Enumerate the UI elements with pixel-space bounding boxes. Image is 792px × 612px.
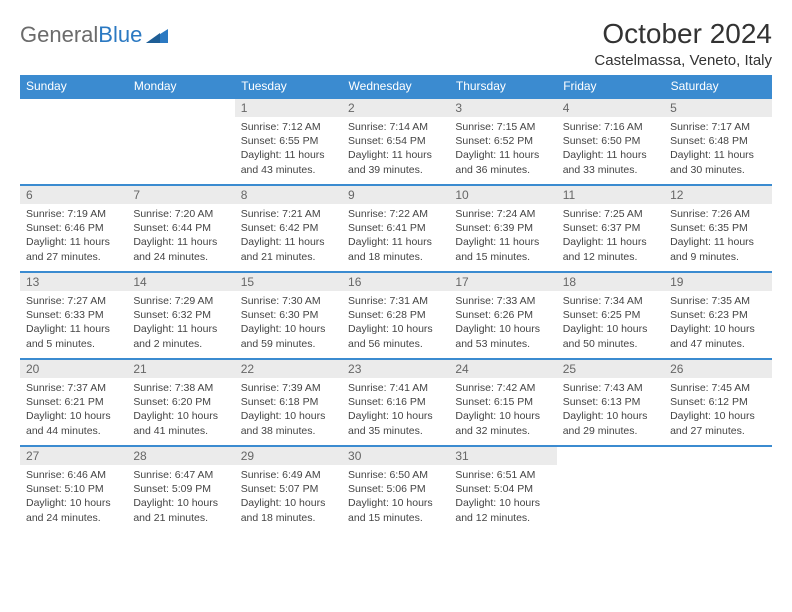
week-data-row: Sunrise: 7:19 AMSunset: 6:46 PMDaylight:… (20, 204, 772, 272)
day-header-row: SundayMondayTuesdayWednesdayThursdayFrid… (20, 75, 772, 98)
week-data-row: Sunrise: 6:46 AMSunset: 5:10 PMDaylight:… (20, 465, 772, 533)
week-number-row: 12345 (20, 98, 772, 117)
week-data-row: Sunrise: 7:37 AMSunset: 6:21 PMDaylight:… (20, 378, 772, 446)
day-number: 2 (342, 98, 449, 117)
day-number (127, 98, 234, 117)
day-number: 6 (20, 185, 127, 204)
day-cell: Sunrise: 7:15 AMSunset: 6:52 PMDaylight:… (449, 117, 556, 185)
day-cell: Sunrise: 7:45 AMSunset: 6:12 PMDaylight:… (664, 378, 771, 446)
day-number: 24 (449, 359, 556, 378)
day-cell: Sunrise: 7:30 AMSunset: 6:30 PMDaylight:… (235, 291, 342, 359)
week-number-row: 20212223242526 (20, 359, 772, 378)
day-number: 27 (20, 446, 127, 465)
day-number: 31 (449, 446, 556, 465)
day-cell: Sunrise: 7:17 AMSunset: 6:48 PMDaylight:… (664, 117, 771, 185)
day-cell: Sunrise: 7:24 AMSunset: 6:39 PMDaylight:… (449, 204, 556, 272)
day-number: 19 (664, 272, 771, 291)
calendar-page: GeneralBlue October 2024 Castelmassa, Ve… (0, 0, 792, 551)
day-number: 14 (127, 272, 234, 291)
day-cell: Sunrise: 7:37 AMSunset: 6:21 PMDaylight:… (20, 378, 127, 446)
day-number: 26 (664, 359, 771, 378)
day-cell: Sunrise: 7:38 AMSunset: 6:20 PMDaylight:… (127, 378, 234, 446)
day-header: Monday (127, 75, 234, 98)
day-number: 16 (342, 272, 449, 291)
week-data-row: Sunrise: 7:27 AMSunset: 6:33 PMDaylight:… (20, 291, 772, 359)
day-number: 22 (235, 359, 342, 378)
day-cell: Sunrise: 7:31 AMSunset: 6:28 PMDaylight:… (342, 291, 449, 359)
day-number: 8 (235, 185, 342, 204)
day-header: Friday (557, 75, 664, 98)
week-number-row: 6789101112 (20, 185, 772, 204)
day-cell: Sunrise: 7:21 AMSunset: 6:42 PMDaylight:… (235, 204, 342, 272)
day-number: 30 (342, 446, 449, 465)
logo-text-blue: Blue (98, 22, 142, 48)
day-number: 18 (557, 272, 664, 291)
day-number: 29 (235, 446, 342, 465)
day-number: 5 (664, 98, 771, 117)
day-cell: Sunrise: 7:41 AMSunset: 6:16 PMDaylight:… (342, 378, 449, 446)
day-header: Tuesday (235, 75, 342, 98)
logo-triangle-icon (146, 27, 168, 43)
day-cell: Sunrise: 7:25 AMSunset: 6:37 PMDaylight:… (557, 204, 664, 272)
calendar-body: 12345Sunrise: 7:12 AMSunset: 6:55 PMDayl… (20, 98, 772, 533)
day-number: 10 (449, 185, 556, 204)
day-header: Sunday (20, 75, 127, 98)
day-number: 3 (449, 98, 556, 117)
day-number: 28 (127, 446, 234, 465)
day-cell: Sunrise: 7:16 AMSunset: 6:50 PMDaylight:… (557, 117, 664, 185)
day-number: 9 (342, 185, 449, 204)
day-number: 12 (664, 185, 771, 204)
day-cell (127, 117, 234, 185)
header: GeneralBlue October 2024 Castelmassa, Ve… (20, 18, 772, 69)
day-header: Thursday (449, 75, 556, 98)
week-data-row: Sunrise: 7:12 AMSunset: 6:55 PMDaylight:… (20, 117, 772, 185)
week-number-row: 2728293031 (20, 446, 772, 465)
day-cell (20, 117, 127, 185)
day-cell: Sunrise: 7:12 AMSunset: 6:55 PMDaylight:… (235, 117, 342, 185)
day-number: 11 (557, 185, 664, 204)
day-cell: Sunrise: 7:35 AMSunset: 6:23 PMDaylight:… (664, 291, 771, 359)
day-cell: Sunrise: 7:39 AMSunset: 6:18 PMDaylight:… (235, 378, 342, 446)
day-cell: Sunrise: 7:22 AMSunset: 6:41 PMDaylight:… (342, 204, 449, 272)
day-number: 7 (127, 185, 234, 204)
day-cell: Sunrise: 7:26 AMSunset: 6:35 PMDaylight:… (664, 204, 771, 272)
day-header: Saturday (664, 75, 771, 98)
day-cell: Sunrise: 6:51 AMSunset: 5:04 PMDaylight:… (449, 465, 556, 533)
location-subtitle: Castelmassa, Veneto, Italy (594, 52, 772, 69)
title-block: October 2024 Castelmassa, Veneto, Italy (594, 18, 772, 69)
day-cell (664, 465, 771, 533)
day-number (20, 98, 127, 117)
page-title: October 2024 (594, 18, 772, 50)
day-cell: Sunrise: 7:43 AMSunset: 6:13 PMDaylight:… (557, 378, 664, 446)
day-number: 15 (235, 272, 342, 291)
day-header: Wednesday (342, 75, 449, 98)
day-number: 13 (20, 272, 127, 291)
day-cell: Sunrise: 6:49 AMSunset: 5:07 PMDaylight:… (235, 465, 342, 533)
day-cell: Sunrise: 6:47 AMSunset: 5:09 PMDaylight:… (127, 465, 234, 533)
day-cell: Sunrise: 7:29 AMSunset: 6:32 PMDaylight:… (127, 291, 234, 359)
day-cell: Sunrise: 7:14 AMSunset: 6:54 PMDaylight:… (342, 117, 449, 185)
day-cell (557, 465, 664, 533)
day-number: 20 (20, 359, 127, 378)
day-cell: Sunrise: 6:46 AMSunset: 5:10 PMDaylight:… (20, 465, 127, 533)
week-number-row: 13141516171819 (20, 272, 772, 291)
logo: GeneralBlue (20, 18, 168, 48)
day-number: 25 (557, 359, 664, 378)
day-cell: Sunrise: 7:34 AMSunset: 6:25 PMDaylight:… (557, 291, 664, 359)
day-cell: Sunrise: 7:19 AMSunset: 6:46 PMDaylight:… (20, 204, 127, 272)
day-number (557, 446, 664, 465)
calendar-table: SundayMondayTuesdayWednesdayThursdayFrid… (20, 75, 772, 533)
day-number: 23 (342, 359, 449, 378)
day-cell: Sunrise: 7:42 AMSunset: 6:15 PMDaylight:… (449, 378, 556, 446)
day-number (664, 446, 771, 465)
logo-text-general: General (20, 22, 98, 48)
day-number: 21 (127, 359, 234, 378)
day-cell: Sunrise: 7:27 AMSunset: 6:33 PMDaylight:… (20, 291, 127, 359)
day-number: 1 (235, 98, 342, 117)
day-number: 17 (449, 272, 556, 291)
day-number: 4 (557, 98, 664, 117)
day-cell: Sunrise: 7:20 AMSunset: 6:44 PMDaylight:… (127, 204, 234, 272)
day-cell: Sunrise: 6:50 AMSunset: 5:06 PMDaylight:… (342, 465, 449, 533)
day-cell: Sunrise: 7:33 AMSunset: 6:26 PMDaylight:… (449, 291, 556, 359)
